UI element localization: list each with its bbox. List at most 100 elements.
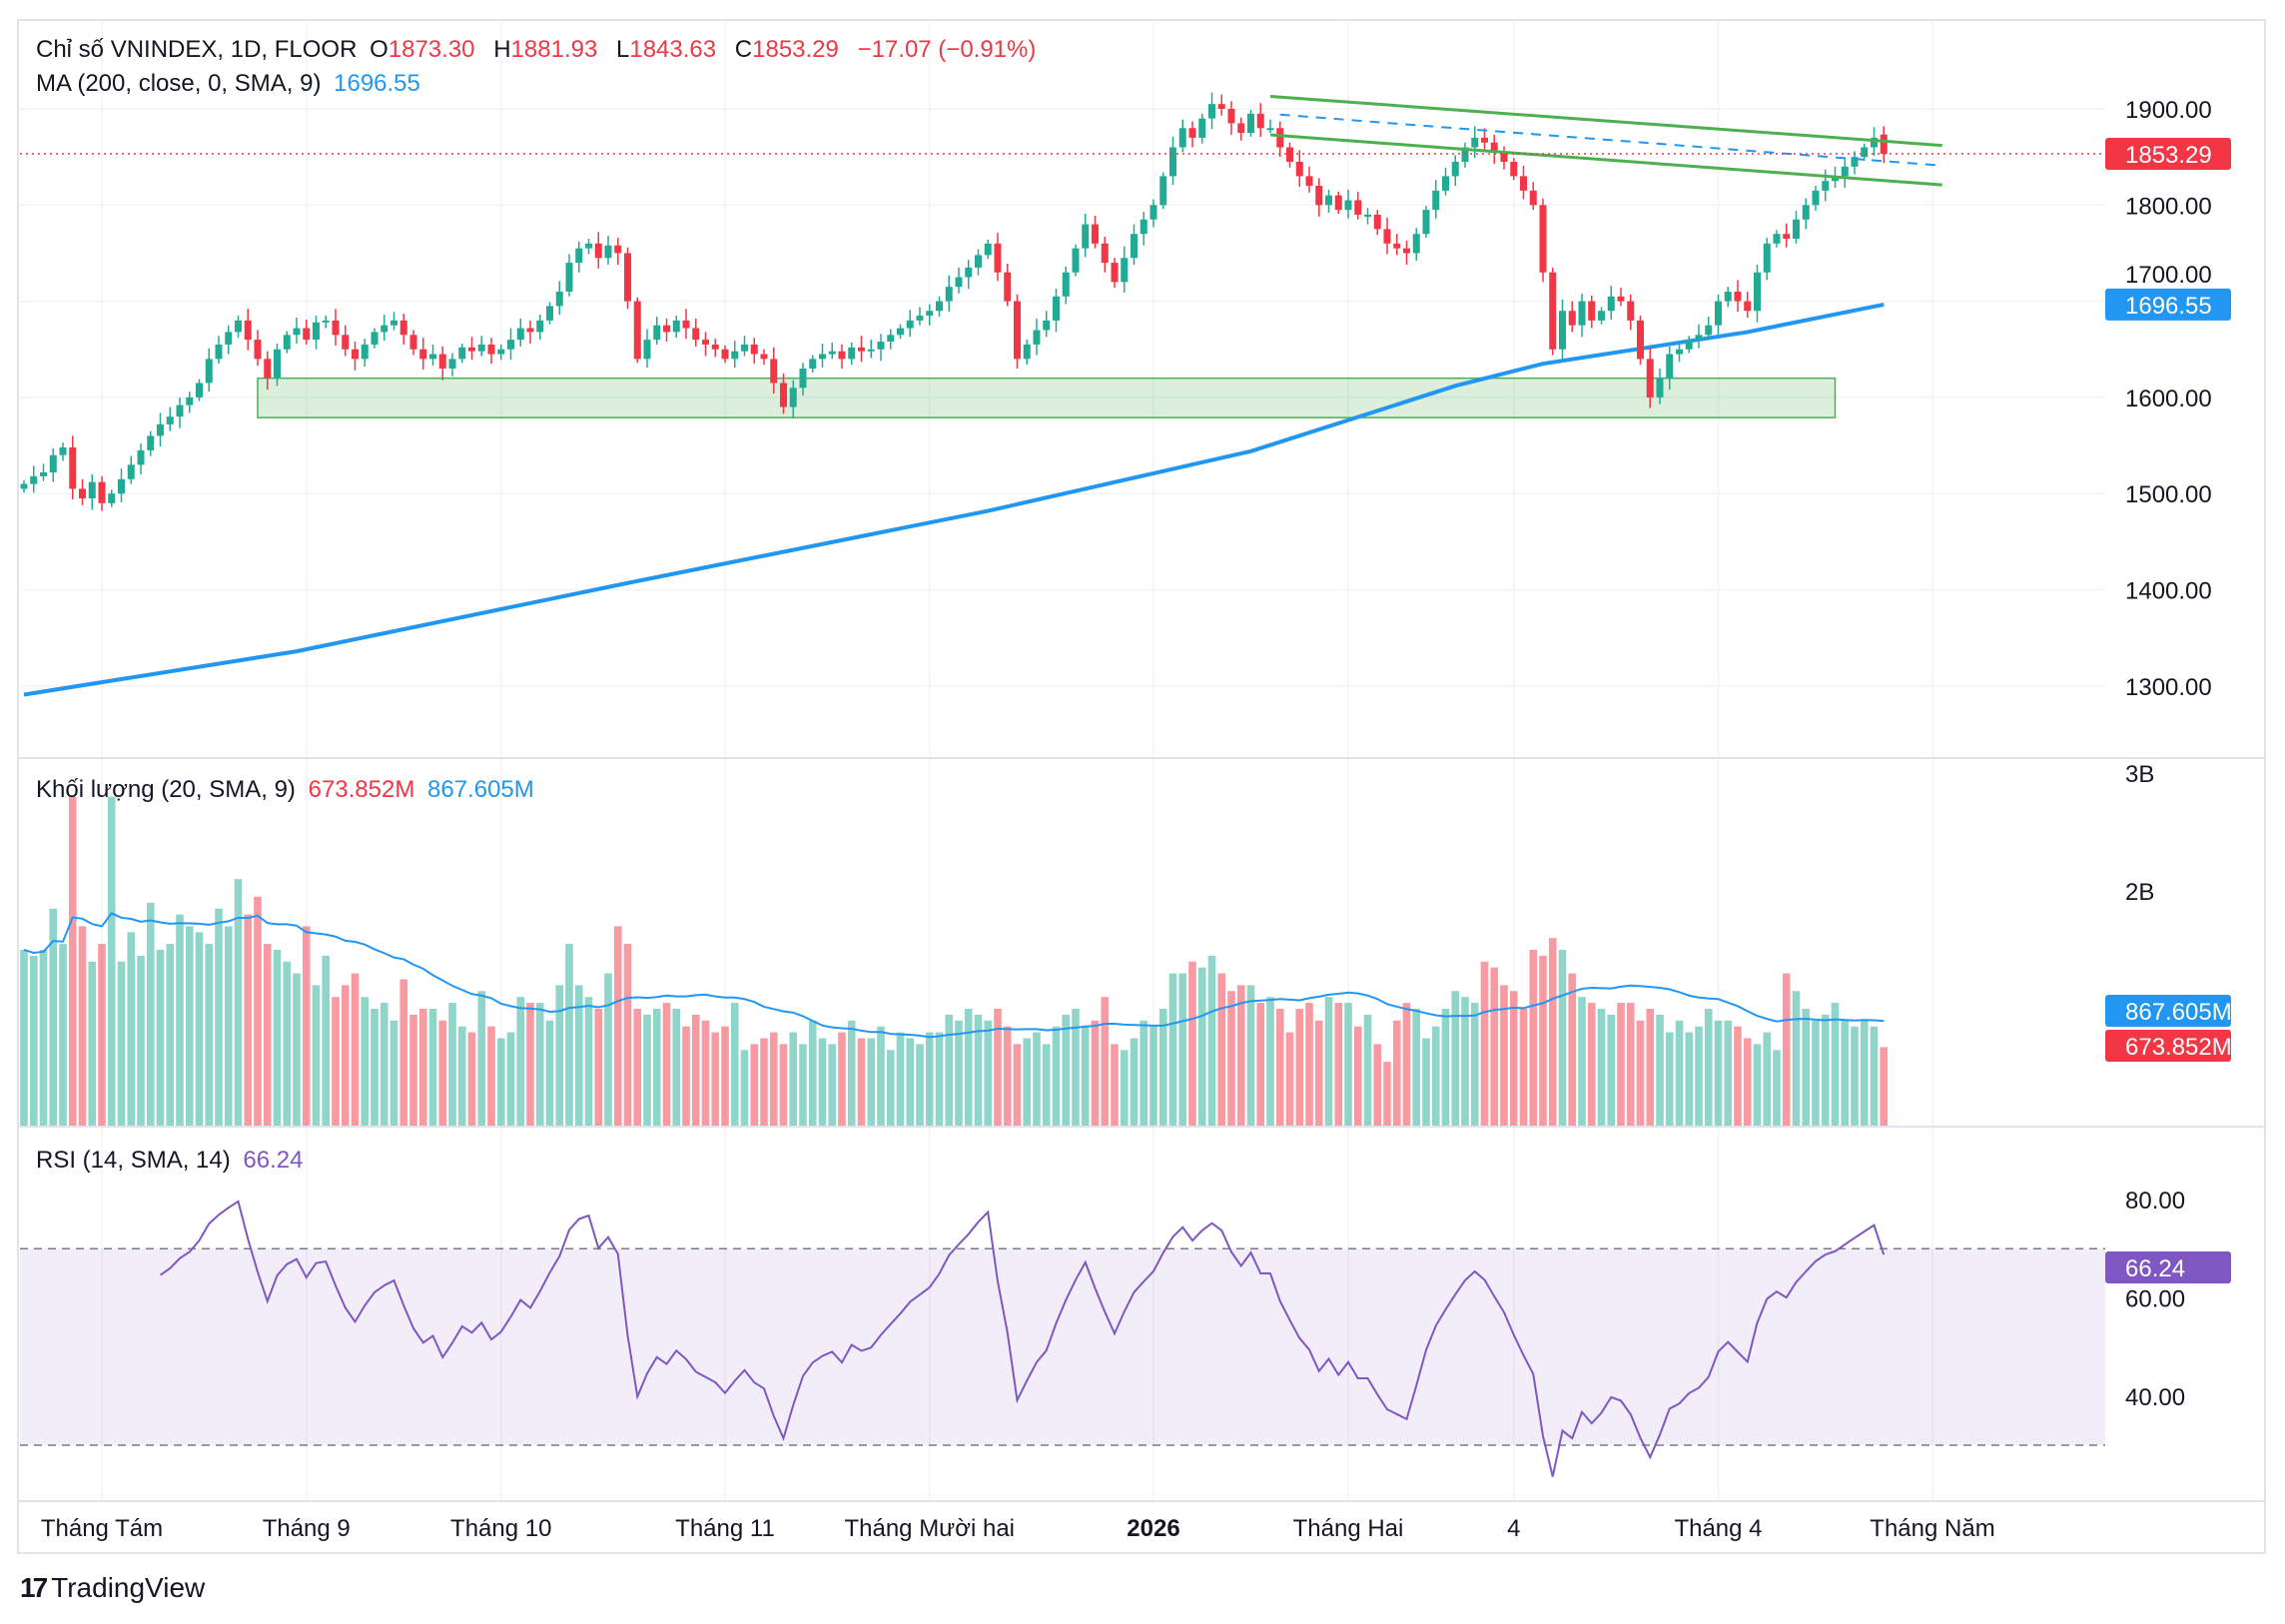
candle-body: [225, 332, 233, 345]
volume-bar: [127, 932, 136, 1127]
volume-bar: [1295, 1009, 1304, 1127]
volume-bar: [1334, 1003, 1343, 1127]
volume-bar: [818, 1038, 827, 1127]
volume-bar: [477, 991, 486, 1127]
candle-body: [1588, 301, 1596, 321]
candle-body: [235, 320, 242, 333]
main-legend: Chỉ số VNINDEX, 1D, FLOOR O1873.30 H1881…: [36, 36, 1042, 64]
volume-bar: [1539, 955, 1547, 1127]
time-axis-label: Tháng Năm: [1870, 1515, 1994, 1542]
rsi-tick-label: 80.00: [2125, 1188, 2185, 1215]
candle-body: [1159, 176, 1167, 206]
dashed-mid-line[interactable]: [1279, 113, 1942, 167]
volume-bar: [1656, 1014, 1664, 1127]
volume-bar: [1256, 1003, 1265, 1127]
candle-body: [1763, 243, 1771, 273]
candle-body: [352, 349, 359, 360]
tradingview-logo[interactable]: 17 TradingView: [20, 1572, 205, 1604]
volume-bar: [1880, 1047, 1889, 1127]
volume-bar: [1101, 997, 1110, 1127]
candle-body: [332, 320, 340, 336]
candle-body: [945, 287, 953, 302]
candle-body: [1082, 224, 1090, 249]
candle-body: [1344, 200, 1352, 211]
channel-upper-line[interactable]: [1269, 94, 1942, 148]
rsi-legend[interactable]: RSI (14, SMA, 14) 66.24: [36, 1147, 309, 1175]
candle-body: [1607, 296, 1615, 312]
volume-bar: [1207, 955, 1216, 1127]
volume-bar: [1578, 997, 1586, 1127]
candle-body: [371, 332, 379, 345]
candle-body: [984, 243, 992, 256]
change-value: −17.07 (−0.91%): [857, 36, 1037, 63]
volume-ma-badge-bg: [2105, 995, 2231, 1027]
tradingview-logo-icon: 17: [20, 1572, 48, 1603]
candle-body: [877, 342, 885, 350]
support-zone-rect[interactable]: [257, 377, 1837, 418]
candle-body: [546, 306, 553, 321]
volume-label: Khối lượng (20, SMA, 9): [36, 776, 296, 803]
price-tick-label: 1700.00: [2125, 262, 2212, 289]
candle-body: [1169, 147, 1176, 177]
volume-bar: [857, 1038, 866, 1127]
axes-layer: 1900.00 1800.00 1700.00 1600.00 1500.00 1400.…: [41, 97, 2212, 1542]
candle-body: [848, 347, 856, 360]
candle-body: [283, 335, 291, 350]
channel-lower-line[interactable]: [1269, 133, 1942, 187]
time-axis-label: 2026: [1127, 1515, 1179, 1542]
open-label: O: [370, 36, 388, 63]
volume-bar: [1062, 1014, 1071, 1127]
volume-bar: [1802, 1009, 1811, 1127]
candle-body: [750, 344, 758, 355]
volume-bar: [1685, 1032, 1694, 1127]
candle-body: [1568, 311, 1576, 326]
ma-value: 1696.55: [334, 70, 420, 97]
candle-body: [1880, 134, 1888, 154]
trendline-layer: [20, 94, 2105, 187]
price-tick-label: 1900.00: [2125, 97, 2212, 124]
close-value: 1853.29: [752, 36, 839, 63]
candle-body: [1043, 320, 1051, 331]
candle-body: [438, 354, 446, 370]
candle-body: [1131, 234, 1138, 259]
volume-bar: [399, 979, 408, 1127]
candle-body: [682, 320, 690, 329]
volume-bar: [371, 1009, 379, 1127]
volume-bar: [535, 1003, 544, 1127]
volume-bar: [88, 961, 97, 1127]
symbol-title[interactable]: Chỉ số VNINDEX, 1D, FLOOR: [36, 36, 358, 63]
volume-bar: [1441, 1009, 1450, 1127]
candle-body: [916, 316, 924, 321]
candle-body: [1724, 291, 1732, 302]
volume-bar: [1158, 1009, 1167, 1127]
volume-bar: [1266, 997, 1274, 1127]
candle-body: [1861, 147, 1869, 158]
ma-legend[interactable]: MA (200, close, 0, SMA, 9) 1696.55: [36, 70, 426, 98]
volume-bar: [691, 1014, 700, 1127]
volume-bar: [1782, 973, 1791, 1127]
candle-body: [516, 328, 524, 341]
candle-body: [1793, 219, 1800, 240]
candle-body: [108, 493, 116, 503]
volume-bar: [955, 1020, 963, 1127]
candle-body: [1841, 166, 1849, 177]
volume-bar: [711, 1032, 720, 1127]
volume-legend[interactable]: Khối lượng (20, SMA, 9) 673.852M 867.605…: [36, 776, 540, 804]
rsi-label: RSI (14, SMA, 14): [36, 1147, 231, 1174]
candle-body: [244, 320, 252, 341]
volume-bar: [332, 997, 340, 1127]
volume-bar: [1217, 973, 1226, 1127]
volume-bar: [1140, 1020, 1148, 1127]
rsi-layer: [20, 1200, 2105, 1477]
candle-body: [994, 243, 1002, 273]
volume-bar: [496, 1038, 505, 1127]
volume-bar: [906, 1038, 915, 1127]
volume-bar: [1120, 1050, 1129, 1127]
time-axis-label: 4: [1507, 1515, 1520, 1542]
volume-bar: [487, 1026, 495, 1127]
candle-body: [1178, 128, 1186, 148]
volume-bar: [1568, 973, 1577, 1127]
volume-bar: [682, 1026, 690, 1127]
volume-bar: [351, 973, 360, 1127]
